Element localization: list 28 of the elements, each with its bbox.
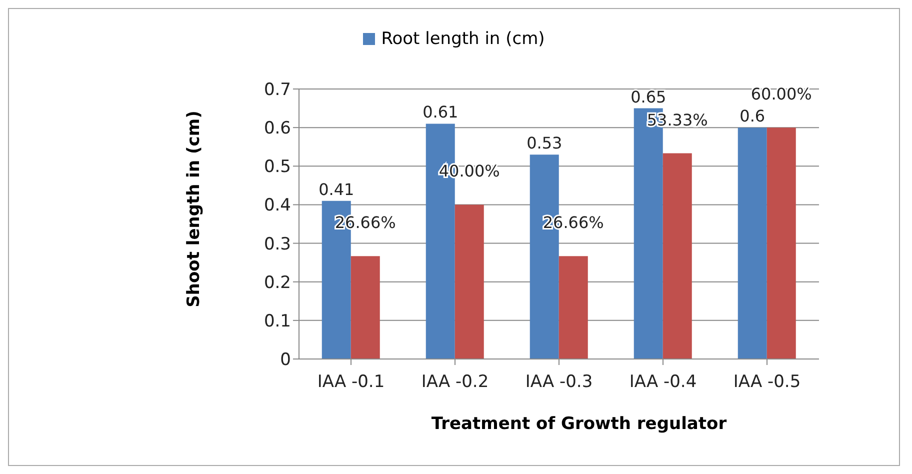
x-axis-title: Treatment of Growth regulator (430, 414, 728, 434)
data-label: 0.53 (526, 134, 562, 153)
x-tick-label: IAA -0.3 (525, 372, 593, 392)
y-tick-label: 0.4 (264, 196, 291, 216)
data-label: 0.65 (630, 87, 666, 106)
x-tick-label: IAA -0.5 (733, 372, 801, 392)
bar (738, 128, 767, 359)
data-label: 0.6 (740, 106, 766, 126)
bar (558, 256, 588, 359)
x-tick-label: IAA -0.1 (317, 372, 385, 392)
data-label: 0.41 (318, 180, 354, 199)
bar (454, 204, 484, 359)
y-tick-label: 0.5 (264, 157, 291, 178)
y-tick-label: 0.7 (264, 80, 291, 100)
x-tick-label: IAA -0.2 (421, 372, 489, 392)
data-label: 0.61 (422, 102, 458, 122)
y-tick-label: 0 (280, 350, 291, 370)
y-tick-label: 0.3 (264, 234, 291, 254)
x-tick-label: IAA -0.4 (629, 372, 697, 392)
data-label: 60.00% (750, 84, 812, 104)
y-tick-label: 0.2 (264, 272, 291, 293)
bar (662, 153, 692, 359)
legend-label: Root length in (cm) (381, 29, 545, 49)
y-axis-title: Shoot length in (cm) (184, 110, 204, 308)
y-tick-label: 0.6 (264, 118, 291, 139)
y-tick-label: 0.1 (264, 311, 291, 332)
bar (766, 128, 796, 359)
bar (350, 256, 380, 359)
